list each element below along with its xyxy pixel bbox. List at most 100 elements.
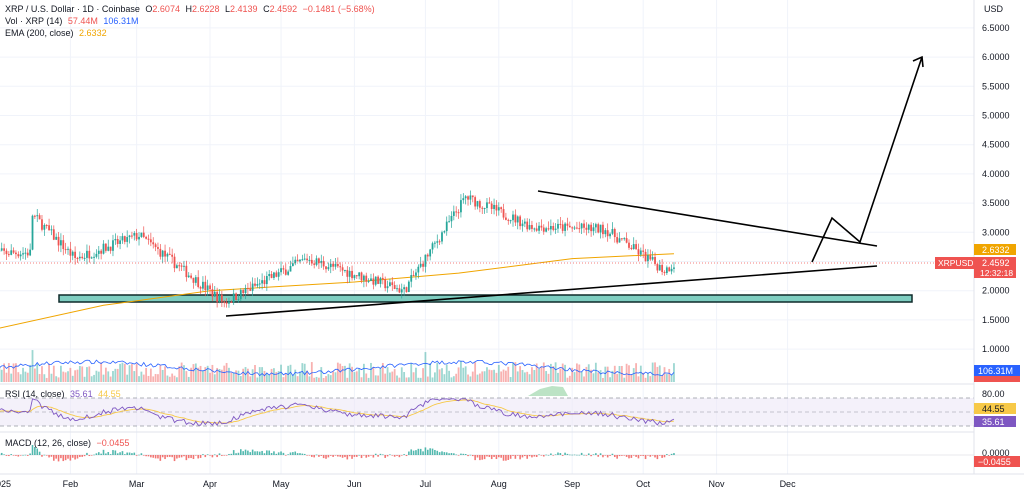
volume-bar: [346, 377, 349, 382]
candle-body: [587, 224, 590, 230]
candle-body: [251, 283, 254, 291]
candle-body: [549, 225, 552, 230]
volume-title: Vol · XRP (14): [5, 16, 63, 26]
symbol-legend[interactable]: XRP / U.S. Dollar · 1D · Coinbase O2.607…: [5, 3, 375, 15]
ema-legend[interactable]: EMA (200, close) 2.6332: [5, 27, 107, 39]
volume-bar: [242, 368, 245, 382]
candle-body: [348, 270, 351, 277]
macd-bar: [587, 453, 590, 455]
macd-bar: [12, 455, 15, 456]
macd-bar: [488, 455, 491, 458]
macd-bar: [474, 455, 476, 461]
macd-bar: [327, 455, 330, 458]
candle-body: [24, 252, 27, 254]
time-tick-label: Dec: [780, 479, 797, 489]
macd-bar: [616, 455, 618, 459]
macd-bar: [521, 455, 524, 458]
macd-bar: [275, 453, 278, 455]
volume-bar: [405, 377, 408, 382]
ema-200-line: [0, 253, 674, 329]
volume-bar: [81, 366, 84, 382]
volume-bar: [381, 362, 384, 382]
candle-body: [306, 258, 308, 261]
candle-body: [656, 263, 659, 271]
candle-body: [620, 238, 623, 240]
macd-bar: [429, 448, 431, 455]
volume-bar: [48, 363, 50, 382]
macd-bar: [533, 455, 536, 457]
volume-bar: [445, 364, 448, 382]
macd-bar: [438, 452, 441, 455]
volume-bar: [67, 371, 69, 382]
volume-bar: [594, 362, 597, 382]
volume-bar: [613, 365, 616, 382]
volume-bar: [661, 375, 664, 382]
volume-bar: [561, 363, 564, 382]
candle-body: [104, 243, 107, 251]
candle-body: [256, 284, 259, 286]
macd-bar: [400, 455, 403, 456]
rsi-legend[interactable]: RSI (14, close) 35.61 44.55: [5, 388, 121, 400]
volume-bar: [86, 367, 88, 382]
volume-bar: [45, 377, 48, 382]
volume-bar: [251, 369, 254, 382]
candle-body: [486, 202, 488, 209]
macd-bar: [268, 450, 271, 455]
volume-bar: [202, 370, 204, 382]
candle-body: [157, 247, 159, 249]
candle-body: [149, 239, 152, 243]
rsi-level-80: 80.00: [982, 389, 1005, 399]
candle-body: [573, 227, 576, 229]
volume-bar: [7, 363, 10, 382]
volume-legend[interactable]: Vol · XRP (14) 57.44M 106.31M: [5, 15, 138, 27]
macd-bar: [325, 455, 327, 459]
candle-body: [353, 275, 356, 279]
candle-body: [564, 223, 566, 231]
candle-body: [407, 281, 410, 293]
candle-body: [360, 272, 363, 281]
candle-body: [389, 282, 391, 287]
candle-body: [107, 246, 110, 251]
volume-bar: [164, 366, 166, 382]
macd-bar: [351, 455, 353, 459]
volume-bar: [185, 371, 188, 382]
macd-bar: [431, 448, 434, 455]
volume-bar: [3, 363, 6, 382]
macd-bar: [528, 455, 531, 457]
volume-bar: [74, 370, 77, 382]
macd-bar: [486, 455, 488, 457]
macd-bar: [173, 455, 176, 462]
macd-bar: [235, 453, 237, 455]
macd-bar: [171, 455, 173, 458]
macd-bar: [604, 455, 607, 456]
macd-bar: [157, 455, 159, 459]
volume-bar: [247, 368, 249, 382]
candle-body: [374, 276, 377, 285]
candle-body: [391, 282, 394, 286]
candle-body: [512, 214, 514, 221]
volume-bar: [663, 367, 666, 382]
macd-bar: [294, 451, 297, 455]
candle-body: [190, 275, 192, 278]
volume-bar: [22, 367, 24, 382]
volume-bar: [573, 372, 576, 382]
macd-bar: [509, 455, 512, 459]
macd-legend[interactable]: MACD (12, 26, close) −0.0455: [5, 437, 129, 449]
macd-bar: [114, 450, 117, 455]
volume-bar: [228, 367, 230, 382]
volume-bar: [303, 363, 306, 382]
macd-bar: [332, 455, 334, 457]
currency-label: USD: [984, 4, 1004, 14]
volume-bar: [545, 371, 548, 382]
volume-bar: [531, 367, 533, 382]
volume-bar: [175, 377, 178, 382]
volume-bar: [93, 374, 95, 382]
candle-body: [497, 207, 500, 211]
volume-bar: [299, 371, 301, 382]
candle-body: [50, 229, 53, 231]
candle-body: [576, 227, 578, 229]
volume-bar: [441, 368, 443, 382]
price-axis: 6.5000 6.0000 5.5000 5.0000 4.5000 4.0000 3.50…: [982, 23, 1010, 354]
volume-bar: [69, 367, 72, 382]
volume-bar: [258, 367, 261, 382]
